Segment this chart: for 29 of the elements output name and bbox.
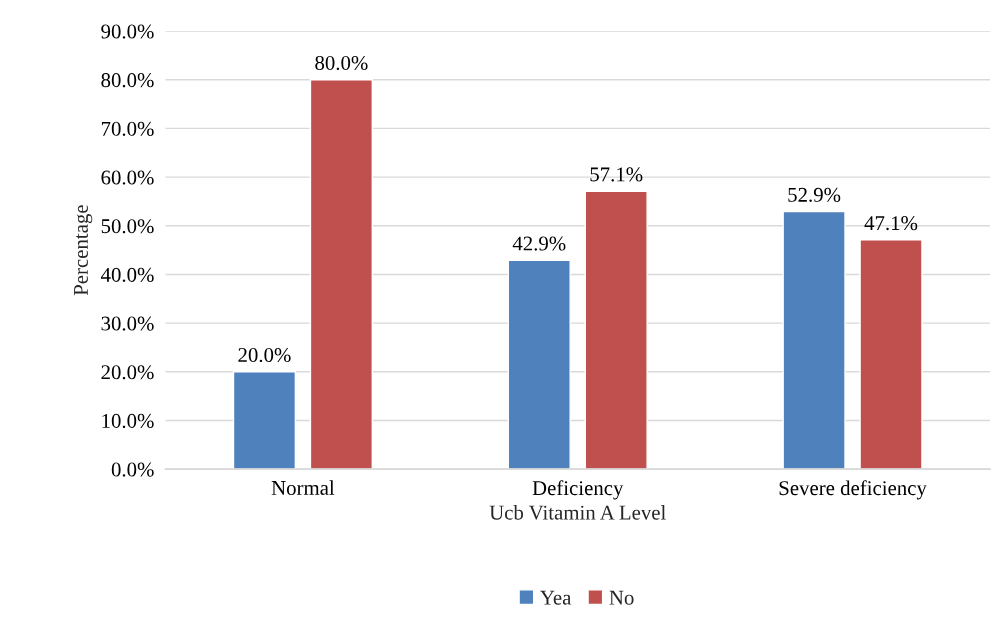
y-tick-label: 10.0% — [102, 413, 154, 429]
x-axis-title: Ucb Vitamin A Level — [489, 504, 666, 520]
data-label: 52.9% — [788, 187, 841, 202]
x-tick-label: Severe deficiency — [779, 480, 927, 500]
data-label: 57.1% — [590, 167, 643, 182]
bar — [859, 239, 923, 470]
x-tick-label: Normal — [271, 480, 335, 495]
y-tick-label: 50.0% — [101, 219, 154, 234]
data-label: 42.9% — [512, 236, 566, 251]
y-tick-label: 60.0% — [101, 170, 154, 185]
bar — [782, 210, 846, 470]
y-tick-label: 40.0% — [100, 267, 154, 282]
x-tick-label: Deficiency — [532, 480, 624, 500]
bar — [232, 371, 297, 470]
data-label: 47.1% — [864, 216, 918, 231]
y-tick-label: 30.0% — [101, 316, 154, 331]
data-label: 20.0% — [238, 347, 291, 363]
y-tick-label: 80.0% — [101, 73, 154, 88]
legend-label: Yea — [540, 590, 572, 605]
y-tick-label: 70.0% — [101, 121, 154, 136]
y-axis-title: Percentage — [74, 205, 93, 296]
y-tick-label: 0.0% — [111, 462, 154, 477]
y-tick-label: 20.0% — [101, 365, 154, 380]
data-label: 80.0% — [315, 55, 368, 71]
bar — [584, 190, 648, 470]
y-tick-label: 90.0% — [101, 24, 154, 39]
bar — [309, 79, 373, 470]
legend-label: No — [609, 590, 634, 605]
bar — [507, 259, 571, 470]
